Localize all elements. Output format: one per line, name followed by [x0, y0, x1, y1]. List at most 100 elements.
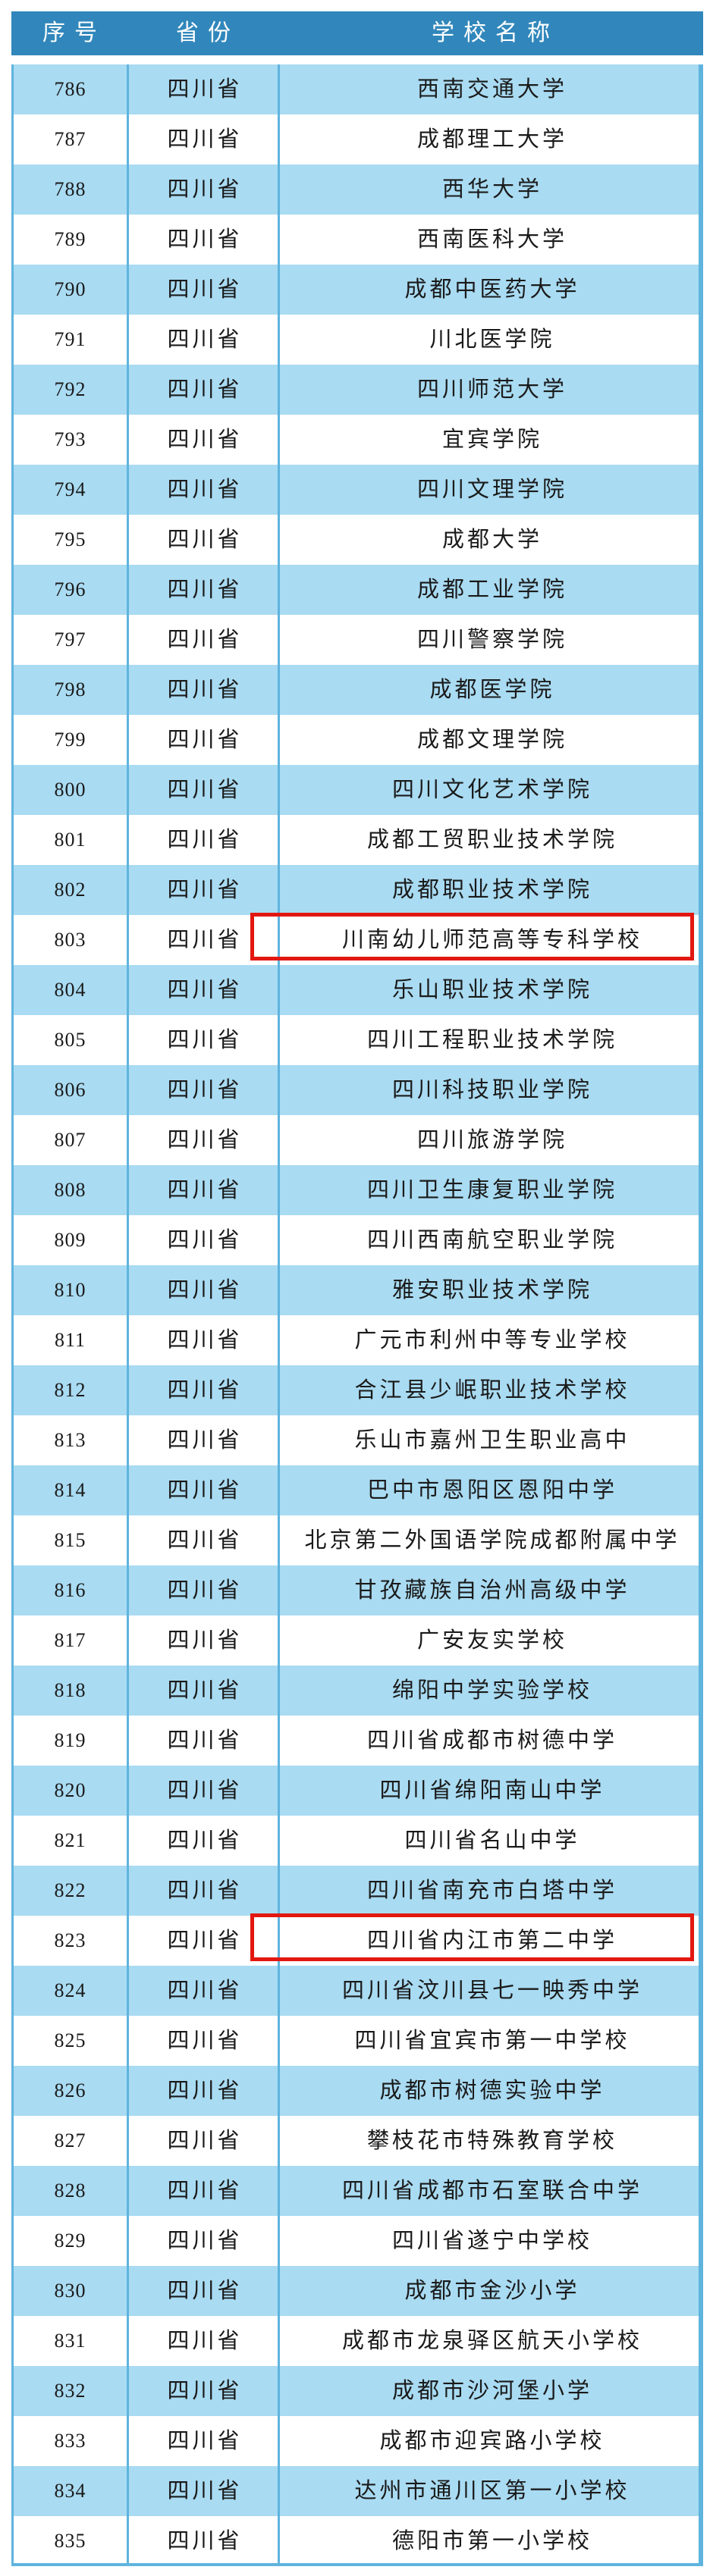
cell-serial: 786 — [54, 78, 86, 100]
cell-province: 四川省 — [167, 2528, 243, 2553]
cell-serial: 791 — [54, 328, 86, 350]
table-row: 786 四川省 西南交通大学 — [11, 64, 703, 114]
cell-serial: 811 — [54, 1329, 86, 1351]
column-divider-province-school — [278, 64, 280, 2566]
cell-province: 四川省 — [167, 177, 243, 202]
table-row: 798 四川省 成都医学院 — [11, 665, 703, 715]
column-divider-serial-province — [127, 64, 129, 2566]
table-row: 808 四川省 四川卫生康复职业学院 — [11, 1165, 703, 1215]
cell-province: 四川省 — [167, 1478, 243, 1503]
cell-province: 四川省 — [167, 1227, 243, 1252]
cell-school-name: 雅安职业技术学院 — [391, 1277, 592, 1302]
table-row: 793 四川省 宜宾学院 — [11, 415, 703, 465]
table-row: 815 四川省 北京第二外国语学院成都附属中学 — [11, 1515, 703, 1565]
cell-school-name: 广元市利州中等专业学校 — [354, 1327, 630, 1352]
cell-province: 四川省 — [167, 1177, 243, 1202]
cell-serial: 797 — [54, 628, 86, 650]
cell-school-name: 川北医学院 — [429, 327, 555, 352]
table-row: 817 四川省 广安友实学校 — [11, 1615, 703, 1666]
cell-school-name: 宜宾学院 — [441, 427, 542, 452]
cell-school-name: 成都市金沙小学 — [404, 2278, 580, 2303]
cell-serial: 807 — [54, 1129, 86, 1151]
school-table: 序号 省份 学校名称 786 四川省 西南交通大学 787 四川省 成都理工大学 788 四川… — [11, 11, 703, 2566]
table-row: 811 四川省 广元市利州中等专业学校 — [11, 1315, 703, 1365]
cell-serial: 815 — [54, 1529, 86, 1551]
table-row: 790 四川省 成都中医药大学 — [11, 265, 703, 315]
cell-province: 四川省 — [167, 527, 243, 552]
cell-school-name: 西华大学 — [441, 177, 542, 202]
cell-province: 四川省 — [167, 2028, 243, 2053]
cell-province: 四川省 — [167, 2328, 243, 2353]
cell-school-name: 广安友实学校 — [416, 1628, 567, 1653]
cell-school-name: 成都工业学院 — [416, 577, 567, 602]
cell-serial: 805 — [54, 1029, 86, 1051]
cell-school-name: 成都市龙泉驿区航天小学校 — [341, 2328, 642, 2353]
cell-serial: 823 — [54, 1929, 86, 1951]
cell-province: 四川省 — [167, 77, 243, 102]
cell-province: 四川省 — [167, 1077, 243, 1102]
cell-school-name: 四川省成都市石室联合中学 — [341, 2178, 642, 2203]
cell-serial: 818 — [54, 1679, 86, 1701]
header-col-serial: 序号 — [42, 20, 106, 45]
table-row: 791 四川省 川北医学院 — [11, 315, 703, 365]
cell-province: 四川省 — [167, 727, 243, 752]
table-row: 816 四川省 甘孜藏族自治州高级中学 — [11, 1565, 703, 1615]
cell-school-name: 四川卫生康复职业学院 — [366, 1177, 617, 1202]
cell-serial: 826 — [54, 2079, 86, 2101]
cell-school-name: 北京第二外国语学院成都附属中学 — [304, 1528, 680, 1553]
cell-province: 四川省 — [167, 1528, 243, 1553]
cell-serial: 819 — [54, 1729, 86, 1751]
table-row: 796 四川省 成都工业学院 — [11, 565, 703, 615]
cell-serial: 798 — [54, 678, 86, 700]
table-row: 824 四川省 四川省汶川县七一映秀中学 — [11, 1966, 703, 2016]
cell-province: 四川省 — [167, 777, 243, 802]
table-row: 807 四川省 四川旅游学院 — [11, 1115, 703, 1165]
cell-serial: 794 — [54, 478, 86, 500]
cell-school-name: 德阳市第一小学校 — [391, 2528, 592, 2553]
cell-serial: 801 — [54, 829, 86, 851]
cell-serial: 828 — [54, 2180, 86, 2202]
cell-province: 四川省 — [167, 2378, 243, 2403]
table-row: 787 四川省 成都理工大学 — [11, 114, 703, 165]
cell-serial: 809 — [54, 1229, 86, 1251]
cell-serial: 812 — [54, 1379, 86, 1401]
table-row: 812 四川省 合江县少岷职业技术学校 — [11, 1365, 703, 1415]
cell-province: 四川省 — [167, 227, 243, 252]
table-row: 818 四川省 绵阳中学实验学校 — [11, 1666, 703, 1716]
cell-school-name: 四川文化艺术学院 — [391, 777, 592, 802]
header-col-province: 省份 — [176, 20, 240, 45]
cell-school-name: 四川省南充市白塔中学 — [366, 1878, 617, 1903]
table-row: 806 四川省 四川科技职业学院 — [11, 1065, 703, 1115]
cell-province: 四川省 — [167, 427, 243, 452]
cell-school-name: 攀枝花市特殊教育学校 — [366, 2128, 617, 2153]
cell-province: 四川省 — [167, 377, 243, 402]
cell-province: 四川省 — [167, 1277, 243, 1302]
cell-serial: 799 — [54, 729, 86, 751]
table-row: 809 四川省 四川西南航空职业学院 — [11, 1215, 703, 1265]
cell-province: 四川省 — [167, 627, 243, 652]
cell-province: 四川省 — [167, 1127, 243, 1152]
table-row: 813 四川省 乐山市嘉州卫生职业高中 — [11, 1415, 703, 1465]
table-row: 797 四川省 四川警察学院 — [11, 615, 703, 665]
table-row: 822 四川省 四川省南充市白塔中学 — [11, 1866, 703, 1916]
cell-serial: 831 — [54, 2330, 86, 2352]
cell-province: 四川省 — [167, 1027, 243, 1052]
table-row: 833 四川省 成都市迎宾路小学校 — [11, 2416, 703, 2466]
cell-province: 四川省 — [167, 2228, 243, 2253]
cell-school-name: 绵阳中学实验学校 — [391, 1678, 592, 1703]
cell-school-name: 成都职业技术学院 — [391, 877, 592, 902]
cell-school-name: 四川工程职业技术学院 — [366, 1027, 617, 1052]
table-row: 794 四川省 四川文理学院 — [11, 465, 703, 515]
table-border-bottom — [11, 2563, 703, 2566]
table-row: 825 四川省 四川省宜宾市第一中学校 — [11, 2016, 703, 2066]
cell-serial: 795 — [54, 528, 86, 550]
cell-serial: 814 — [54, 1479, 86, 1501]
table-row: 803 四川省 川南幼儿师范高等专科学校 — [11, 913, 703, 965]
cell-school-name: 四川省内江市第二中学 — [366, 1928, 617, 1953]
cell-serial: 790 — [54, 278, 86, 300]
cell-serial: 832 — [54, 2380, 86, 2402]
cell-serial: 830 — [54, 2280, 86, 2302]
table-header-row: 序号 省份 学校名称 — [11, 11, 703, 55]
cell-province: 四川省 — [167, 2128, 243, 2153]
